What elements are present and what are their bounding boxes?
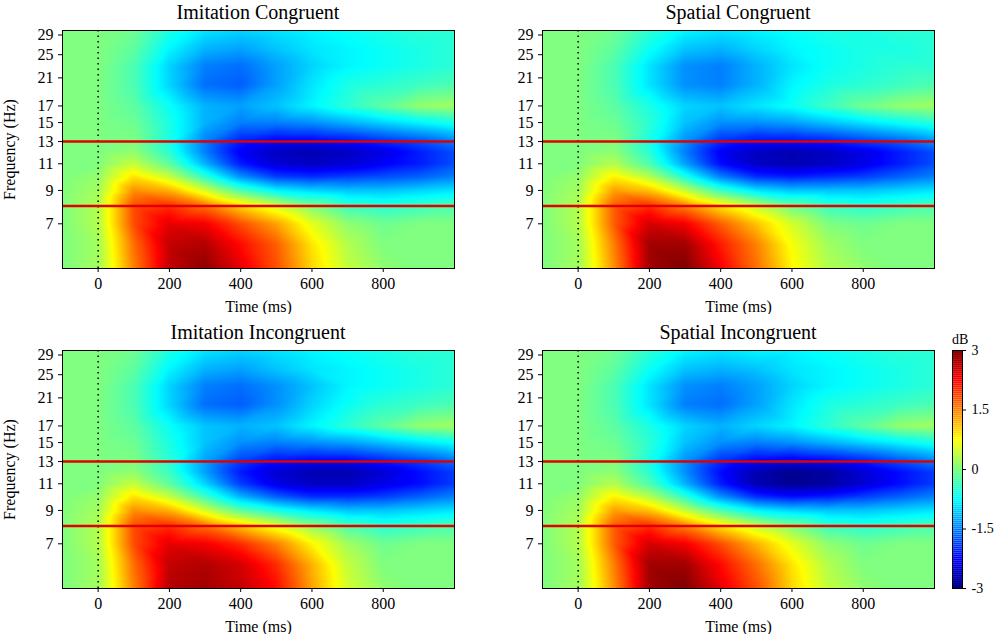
svg-text:9: 9 bbox=[526, 182, 534, 199]
svg-text:800: 800 bbox=[371, 275, 395, 292]
svg-text:17: 17 bbox=[38, 417, 54, 434]
svg-text:200: 200 bbox=[157, 595, 181, 612]
svg-text:Time (ms): Time (ms) bbox=[705, 618, 772, 635]
svg-text:0: 0 bbox=[94, 275, 102, 292]
svg-text:7: 7 bbox=[46, 215, 54, 232]
svg-text:17: 17 bbox=[518, 417, 534, 434]
svg-text:800: 800 bbox=[851, 275, 875, 292]
svg-text:0: 0 bbox=[574, 275, 582, 292]
svg-text:0: 0 bbox=[574, 595, 582, 612]
svg-text:15: 15 bbox=[518, 434, 534, 451]
svg-text:15: 15 bbox=[518, 114, 534, 131]
svg-text:800: 800 bbox=[851, 595, 875, 612]
svg-text:25: 25 bbox=[38, 366, 54, 383]
svg-text:7: 7 bbox=[46, 535, 54, 552]
svg-text:200: 200 bbox=[637, 595, 661, 612]
svg-text:29: 29 bbox=[518, 346, 534, 363]
svg-text:29: 29 bbox=[38, 346, 54, 363]
html-text:Imitation Congruent: Imitation Congruent bbox=[176, 1, 340, 23]
svg-text:0: 0 bbox=[972, 462, 979, 477]
svg-text:600: 600 bbox=[780, 595, 804, 612]
svg-text:200: 200 bbox=[637, 275, 661, 292]
svg-text:Time (ms): Time (ms) bbox=[705, 298, 772, 315]
svg-text:21: 21 bbox=[518, 389, 534, 406]
svg-text:-1.5: -1.5 bbox=[972, 521, 994, 536]
svg-text:200: 200 bbox=[157, 275, 181, 292]
svg-text:11: 11 bbox=[518, 475, 533, 492]
svg-text:1.5: 1.5 bbox=[972, 402, 990, 417]
svg-text:400: 400 bbox=[229, 595, 253, 612]
svg-text:29: 29 bbox=[518, 26, 534, 43]
svg-text:21: 21 bbox=[38, 389, 54, 406]
svg-text:13: 13 bbox=[518, 453, 534, 470]
svg-text:Time (ms): Time (ms) bbox=[225, 298, 292, 315]
svg-text:11: 11 bbox=[518, 155, 533, 172]
svg-text:Frequency (Hz): Frequency (Hz) bbox=[1, 99, 19, 200]
svg-text:800: 800 bbox=[371, 595, 395, 612]
svg-text:600: 600 bbox=[300, 275, 324, 292]
svg-text:-3: -3 bbox=[972, 581, 984, 596]
svg-text:15: 15 bbox=[38, 114, 54, 131]
svg-text:400: 400 bbox=[709, 275, 733, 292]
svg-text:400: 400 bbox=[709, 595, 733, 612]
svg-text:9: 9 bbox=[526, 502, 534, 519]
svg-text:15: 15 bbox=[38, 434, 54, 451]
svg-text:13: 13 bbox=[518, 133, 534, 150]
html-text:Spatial Congruent: Spatial Congruent bbox=[665, 1, 811, 23]
svg-text:29: 29 bbox=[38, 26, 54, 43]
svg-text:11: 11 bbox=[38, 475, 53, 492]
svg-text:600: 600 bbox=[300, 595, 324, 612]
svg-text:7: 7 bbox=[526, 215, 534, 232]
svg-text:13: 13 bbox=[38, 453, 54, 470]
svg-text:21: 21 bbox=[518, 69, 534, 86]
svg-text:7: 7 bbox=[526, 535, 534, 552]
html-text:Imitation Incongruent: Imitation Incongruent bbox=[170, 321, 346, 343]
svg-text:17: 17 bbox=[518, 97, 534, 114]
svg-text:13: 13 bbox=[38, 133, 54, 150]
svg-text:9: 9 bbox=[46, 182, 54, 199]
html-text:dB: dB bbox=[952, 332, 969, 347]
svg-text:0: 0 bbox=[94, 595, 102, 612]
svg-text:21: 21 bbox=[38, 69, 54, 86]
svg-text:Frequency (Hz): Frequency (Hz) bbox=[1, 419, 19, 520]
svg-text:9: 9 bbox=[46, 502, 54, 519]
svg-text:600: 600 bbox=[780, 275, 804, 292]
svg-text:3: 3 bbox=[972, 343, 979, 358]
svg-text:Time (ms): Time (ms) bbox=[225, 618, 292, 635]
svg-text:25: 25 bbox=[38, 46, 54, 63]
svg-text:11: 11 bbox=[38, 155, 53, 172]
svg-text:25: 25 bbox=[518, 366, 534, 383]
html-text:Spatial Incongruent: Spatial Incongruent bbox=[659, 321, 817, 343]
svg-text:400: 400 bbox=[229, 275, 253, 292]
svg-text:25: 25 bbox=[518, 46, 534, 63]
svg-text:17: 17 bbox=[38, 97, 54, 114]
